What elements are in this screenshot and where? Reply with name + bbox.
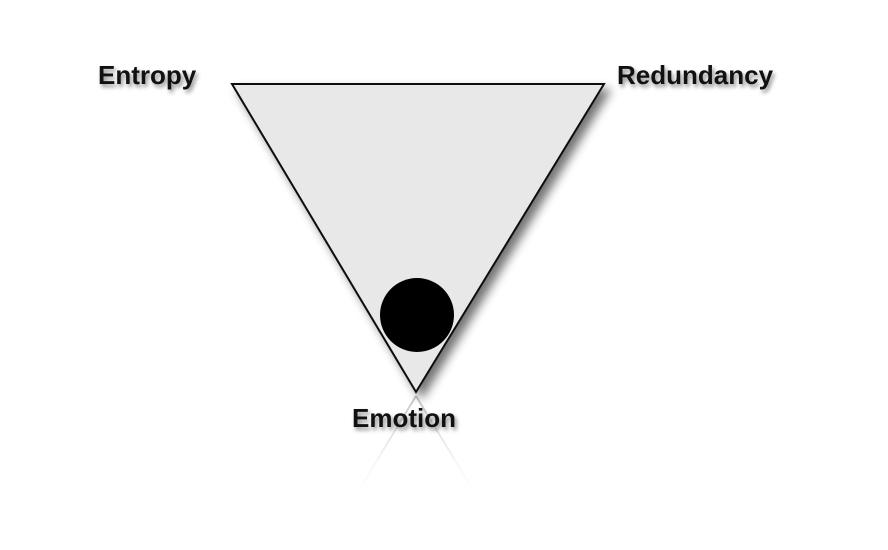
triangle-shape (230, 83, 606, 394)
vertex-label-entropy: Entropy (98, 60, 197, 90)
vertex-label-emotion: Emotion (352, 403, 456, 433)
vertex-reflection (347, 395, 485, 509)
vertex-label-redundancy: Redundancy (617, 60, 774, 90)
position-marker (380, 278, 454, 352)
